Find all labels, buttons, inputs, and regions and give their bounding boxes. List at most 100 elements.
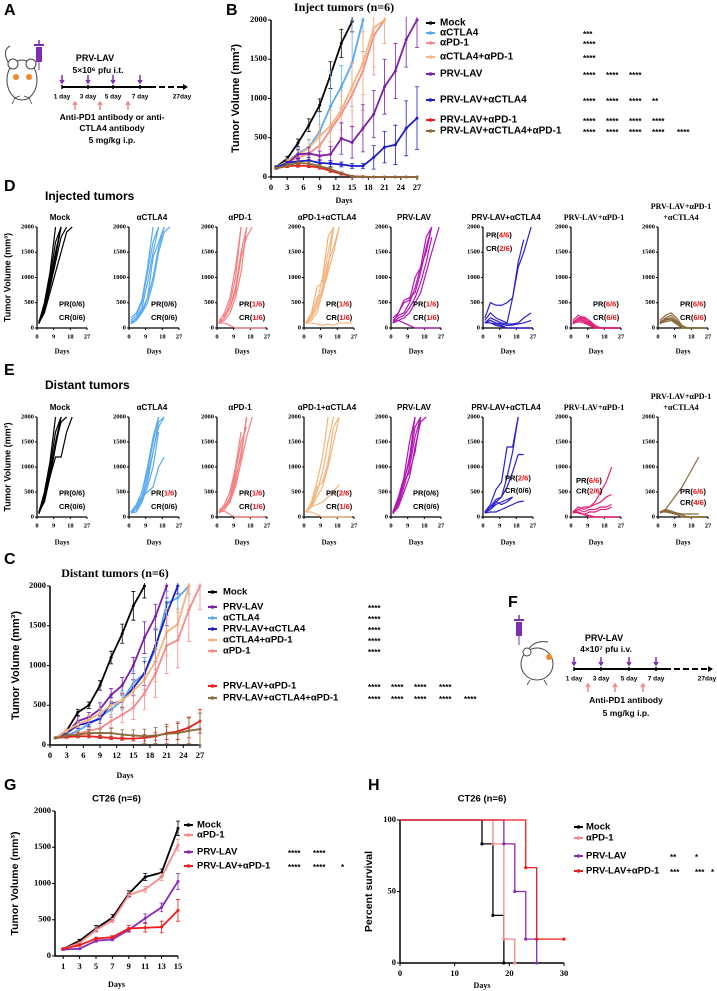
x-tick-label: 0 — [35, 522, 38, 529]
tumor-growth-curve — [218, 226, 248, 324]
tumor-growth-curve — [130, 226, 171, 324]
cr-label: CR(6/6) — [680, 313, 707, 322]
subpanel-title: PRV-LAV+αCTLA4 — [471, 403, 541, 412]
y-tick-label: 1500 — [288, 438, 301, 445]
pr-label: PR(1/6) — [151, 488, 177, 497]
chart-h: CT26 (n=6) 0 50 100 0 10 20 30 Days Percent survi… — [363, 794, 715, 990]
x-tick-label: 15 — [129, 750, 138, 760]
tumor-growth-curve — [38, 226, 73, 324]
mouse-icon — [520, 641, 554, 686]
legend-label: PRV-LAV+αPD-1 — [586, 866, 660, 877]
pr-ratio: 6/6 — [693, 487, 703, 496]
x-axis-label: Days — [235, 539, 250, 547]
y-tick-label: 500 — [378, 299, 388, 306]
legend: Mock PRV-LAV **** αCTLA4 **** PRV-LAV+αCTLA4 *… — [208, 587, 477, 704]
x-axis-label: Days — [322, 348, 337, 356]
chart-c: Distant tumors (n=6) 0 500 1000 1500 2000 0 3 6 9… — [10, 566, 477, 780]
cr-label: CR(2/6) — [486, 244, 513, 253]
tumor-growth-curve — [305, 416, 335, 513]
data-point — [165, 644, 169, 648]
tumor-growth-curve — [305, 226, 335, 324]
data-point — [318, 164, 322, 168]
data-point — [87, 703, 91, 707]
panel-letter-d: D — [4, 178, 16, 195]
data-point — [296, 141, 300, 145]
pr-suffix: ) — [509, 231, 512, 240]
cr-prefix: CR( — [151, 313, 165, 322]
legend-label: PRV-LAV — [440, 69, 483, 80]
data-point — [361, 175, 365, 179]
x-tick-label: 27 — [176, 333, 183, 340]
pr-suffix: ) — [703, 299, 706, 308]
data-point — [142, 584, 146, 588]
plot-area — [305, 226, 353, 327]
legend-label: Mock — [440, 18, 466, 29]
x-tick-label: 6 — [81, 750, 85, 760]
significance-stars: **** — [288, 849, 301, 858]
y-tick-label: 500 — [645, 488, 655, 495]
tumor-growth-curve — [130, 226, 165, 325]
pr-prefix: PR( — [59, 299, 72, 308]
data-point — [109, 731, 113, 735]
legend-marker — [210, 590, 215, 594]
data-point — [307, 162, 311, 166]
antibody-injection-arrow-icon — [125, 100, 131, 110]
data-point — [176, 584, 180, 588]
subpanel-title: PRV-LAV+αPD-1 — [564, 213, 624, 222]
legend-item: PRV-LAV+αPD-1 **** **** **** **** — [208, 681, 452, 692]
pr-label: PR(6/6) — [680, 487, 706, 496]
x-tick-label: 9 — [52, 333, 56, 340]
cr-suffix: ) — [350, 502, 353, 511]
y-tick-label: 500 — [254, 132, 267, 142]
tumor-growth-curve — [218, 226, 253, 325]
plot-area — [392, 416, 427, 515]
x-tick-label: 0 — [35, 333, 38, 340]
data-point — [372, 112, 376, 116]
significance-stars: **** — [368, 648, 381, 657]
cr-suffix: ) — [510, 244, 513, 253]
legend-item: PRV-LAV **** — [208, 602, 381, 613]
x-tick-label: 10 — [450, 968, 459, 978]
y-tick-label: 0 — [565, 324, 568, 331]
cr-label: CR(1/6) — [239, 313, 266, 322]
y-tick-label: 1500 — [467, 249, 480, 256]
tumor-growth-curve — [484, 416, 519, 514]
data-point — [404, 38, 408, 42]
data-point — [65, 733, 69, 737]
x-tick-label: 18 — [688, 522, 695, 529]
pr-ratio: 1/6 — [252, 299, 262, 308]
series-PRV-LAV — [400, 819, 539, 965]
subpanel-title: αCTLA4 — [137, 403, 168, 412]
censor-marker — [491, 842, 495, 846]
tumor-growth-curve — [218, 226, 242, 324]
tumor-growth-curve — [218, 416, 248, 513]
data-point — [154, 733, 158, 737]
significance-stars: **** — [464, 695, 477, 704]
subpanel-title: PRV-LAV+αCTLA4 — [471, 213, 541, 222]
y-tick-label: 1000 — [201, 463, 214, 470]
x-tick-label: 0 — [389, 333, 392, 340]
data-point — [187, 729, 191, 733]
data-point — [120, 713, 124, 717]
x-tick-label: 27 — [351, 522, 358, 529]
day-label: 7 day — [648, 676, 665, 683]
y-tick-label: 2000 — [642, 413, 655, 420]
data-point — [361, 18, 365, 22]
plot-area — [305, 416, 353, 518]
pr-prefix: PR( — [413, 299, 426, 308]
censor-marker — [524, 937, 528, 941]
tumor-growth-curve — [392, 416, 416, 513]
y-tick-label: 1500 — [375, 249, 388, 256]
y-tick-label: 0 — [385, 513, 388, 520]
x-tick-label: 18 — [67, 333, 74, 340]
significance-stars: *** — [583, 30, 593, 39]
x-tick-label: 3 — [77, 961, 81, 971]
cr-ratio: 0/6 — [164, 313, 174, 322]
series-PRV-LAV+αCTLA4+αPD-1 — [274, 160, 419, 179]
pr-ratio: 1/6 — [252, 488, 262, 497]
legend-label: Mock — [586, 822, 611, 833]
antibody-label: Anti-PD1 antibody — [589, 695, 663, 705]
y-tick-label: 500 — [116, 488, 126, 495]
